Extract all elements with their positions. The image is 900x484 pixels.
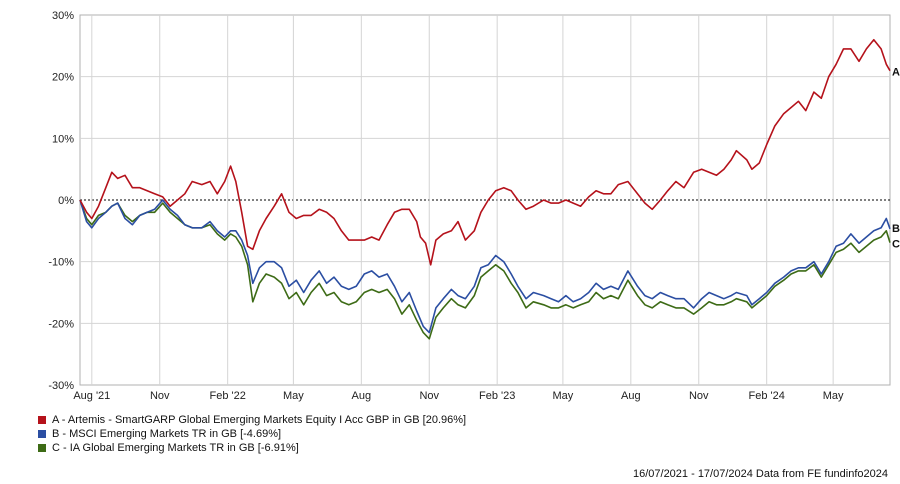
- legend-label-c: C - IA Global Emerging Markets TR in GB …: [52, 442, 299, 454]
- y-tick-label: 0%: [58, 195, 74, 207]
- end-label-a: A: [892, 67, 900, 79]
- legend-label-b: B - MSCI Emerging Markets TR in GB [-4.6…: [52, 428, 282, 440]
- x-tick-layer: Aug '21 Nov Feb '22 May Aug Nov Feb '23 May Aug N…: [73, 390, 844, 402]
- y-tick-label: -10%: [48, 257, 74, 269]
- x-tick-label: May: [553, 390, 574, 402]
- legend-item-a: A - Artemis - SmartGARP Global Emerging …: [38, 413, 466, 427]
- y-tick-label: 20%: [52, 72, 74, 84]
- x-tick-label: Feb '24: [749, 390, 785, 402]
- legend-label-a: A - Artemis - SmartGARP Global Emerging …: [52, 414, 467, 426]
- x-tick-label: Nov: [419, 390, 439, 402]
- grid-layer: [80, 15, 890, 385]
- series-line-b: [79, 199, 891, 334]
- x-tick-label: Feb '23: [479, 390, 515, 402]
- legend-swatch-c: [38, 444, 46, 452]
- x-tick-label: Nov: [689, 390, 709, 402]
- series-line-c: [79, 199, 891, 340]
- x-tick-label: Aug: [621, 390, 641, 402]
- x-tick-label: Aug '21: [73, 390, 110, 402]
- end-label-c: C: [892, 239, 900, 251]
- x-tick-label: May: [823, 390, 844, 402]
- x-tick-label: Aug: [352, 390, 372, 402]
- x-tick-label: Nov: [150, 390, 170, 402]
- series-line-a: [79, 38, 891, 266]
- legend-swatch-a: [38, 416, 46, 424]
- y-tick-label: 10%: [52, 133, 74, 145]
- legend-item-c: C - IA Global Emerging Markets TR in GB …: [38, 441, 466, 455]
- y-tick-label: -20%: [48, 318, 74, 330]
- series-layer: [79, 38, 891, 340]
- y-tick-label: 30%: [52, 10, 74, 22]
- y-tick-label: -30%: [48, 380, 74, 392]
- date-range-footer: 16/07/2021 - 17/07/2024 Data from FE fun…: [632, 468, 888, 480]
- end-label-layer: A BC: [892, 67, 900, 251]
- legend-swatch-b: [38, 430, 46, 438]
- legend: A - Artemis - SmartGARP Global Emerging …: [38, 413, 466, 455]
- x-tick-label: Feb '22: [209, 390, 245, 402]
- end-label-b: B: [892, 223, 900, 235]
- legend-item-b: B - MSCI Emerging Markets TR in GB [-4.6…: [38, 427, 466, 441]
- x-tick-label: May: [283, 390, 304, 402]
- y-tick-layer: 30% 20% 10% 0% -10% -20% -30%: [48, 10, 74, 392]
